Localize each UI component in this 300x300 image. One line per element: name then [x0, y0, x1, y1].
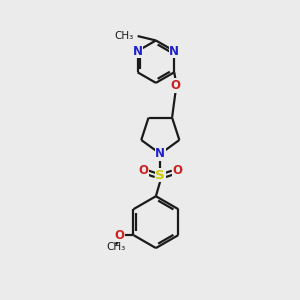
Text: N: N — [155, 147, 165, 160]
Text: CH₃: CH₃ — [115, 31, 134, 41]
Text: O: O — [172, 164, 182, 177]
Text: N: N — [133, 45, 142, 58]
Text: S: S — [155, 169, 165, 182]
Text: CH₃: CH₃ — [106, 242, 125, 253]
Text: O: O — [138, 164, 148, 177]
Text: N: N — [169, 45, 179, 58]
Text: O: O — [114, 229, 124, 242]
Text: O: O — [171, 79, 181, 92]
